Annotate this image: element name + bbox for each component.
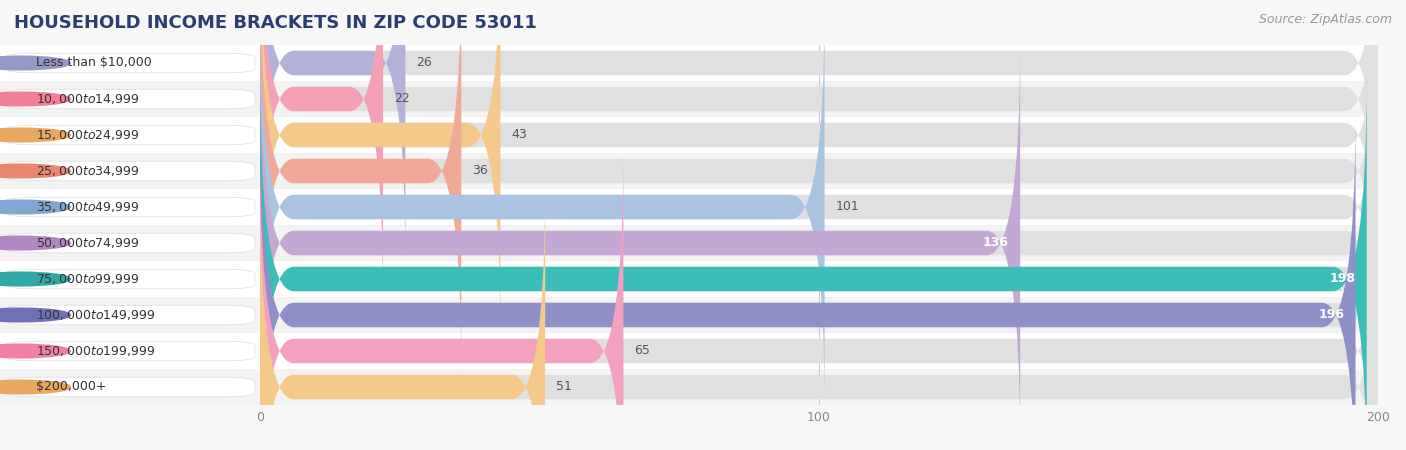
FancyBboxPatch shape xyxy=(260,369,1378,405)
FancyBboxPatch shape xyxy=(0,153,260,189)
FancyBboxPatch shape xyxy=(6,377,254,397)
FancyBboxPatch shape xyxy=(260,261,1378,297)
Text: $150,000 to $199,999: $150,000 to $199,999 xyxy=(37,344,156,358)
FancyBboxPatch shape xyxy=(260,75,1378,450)
FancyBboxPatch shape xyxy=(260,0,382,303)
FancyBboxPatch shape xyxy=(0,297,260,333)
FancyBboxPatch shape xyxy=(260,0,1378,375)
FancyBboxPatch shape xyxy=(260,183,546,450)
Circle shape xyxy=(0,92,70,106)
FancyBboxPatch shape xyxy=(0,225,260,261)
FancyBboxPatch shape xyxy=(6,89,254,109)
FancyBboxPatch shape xyxy=(6,53,254,73)
FancyBboxPatch shape xyxy=(260,0,1378,267)
Circle shape xyxy=(0,344,70,358)
Circle shape xyxy=(0,272,70,286)
Text: 36: 36 xyxy=(472,165,488,177)
Circle shape xyxy=(0,236,70,250)
FancyBboxPatch shape xyxy=(260,153,1378,189)
Circle shape xyxy=(0,128,70,142)
FancyBboxPatch shape xyxy=(260,0,501,339)
Text: 136: 136 xyxy=(983,237,1010,249)
FancyBboxPatch shape xyxy=(260,333,1378,369)
Text: 196: 196 xyxy=(1319,309,1344,321)
Text: 198: 198 xyxy=(1330,273,1355,285)
FancyBboxPatch shape xyxy=(260,3,824,411)
Text: $10,000 to $14,999: $10,000 to $14,999 xyxy=(37,92,141,106)
FancyBboxPatch shape xyxy=(260,147,623,450)
FancyBboxPatch shape xyxy=(0,369,260,405)
FancyBboxPatch shape xyxy=(0,81,260,117)
FancyBboxPatch shape xyxy=(6,125,254,145)
Text: $75,000 to $99,999: $75,000 to $99,999 xyxy=(37,272,141,286)
Text: Less than $10,000: Less than $10,000 xyxy=(37,57,152,69)
Circle shape xyxy=(0,380,70,394)
FancyBboxPatch shape xyxy=(260,111,1378,450)
FancyBboxPatch shape xyxy=(260,183,1378,450)
FancyBboxPatch shape xyxy=(260,75,1367,450)
FancyBboxPatch shape xyxy=(260,225,1378,261)
Text: $100,000 to $149,999: $100,000 to $149,999 xyxy=(37,308,156,322)
FancyBboxPatch shape xyxy=(260,117,1378,153)
Text: 51: 51 xyxy=(557,381,572,393)
Circle shape xyxy=(0,56,70,70)
Text: $15,000 to $24,999: $15,000 to $24,999 xyxy=(37,128,141,142)
FancyBboxPatch shape xyxy=(260,45,1378,81)
Text: 43: 43 xyxy=(512,129,527,141)
Text: 65: 65 xyxy=(634,345,651,357)
Text: 26: 26 xyxy=(416,57,433,69)
FancyBboxPatch shape xyxy=(6,305,254,325)
Circle shape xyxy=(0,164,70,178)
FancyBboxPatch shape xyxy=(6,161,254,181)
Circle shape xyxy=(0,308,70,322)
Text: $25,000 to $34,999: $25,000 to $34,999 xyxy=(37,164,141,178)
FancyBboxPatch shape xyxy=(0,261,260,297)
Circle shape xyxy=(0,200,70,214)
FancyBboxPatch shape xyxy=(260,189,1378,225)
FancyBboxPatch shape xyxy=(260,0,405,267)
FancyBboxPatch shape xyxy=(260,3,1378,411)
Text: $50,000 to $74,999: $50,000 to $74,999 xyxy=(37,236,141,250)
FancyBboxPatch shape xyxy=(0,189,260,225)
FancyBboxPatch shape xyxy=(260,297,1378,333)
Text: 22: 22 xyxy=(394,93,411,105)
FancyBboxPatch shape xyxy=(260,147,1378,450)
Text: HOUSEHOLD INCOME BRACKETS IN ZIP CODE 53011: HOUSEHOLD INCOME BRACKETS IN ZIP CODE 53… xyxy=(14,14,537,32)
FancyBboxPatch shape xyxy=(6,197,254,217)
FancyBboxPatch shape xyxy=(0,45,260,81)
FancyBboxPatch shape xyxy=(6,233,254,253)
FancyBboxPatch shape xyxy=(6,341,254,361)
Text: 101: 101 xyxy=(835,201,859,213)
FancyBboxPatch shape xyxy=(0,117,260,153)
FancyBboxPatch shape xyxy=(260,0,1378,339)
FancyBboxPatch shape xyxy=(260,111,1355,450)
FancyBboxPatch shape xyxy=(260,0,1378,303)
Text: $35,000 to $49,999: $35,000 to $49,999 xyxy=(37,200,141,214)
Text: Source: ZipAtlas.com: Source: ZipAtlas.com xyxy=(1258,14,1392,27)
FancyBboxPatch shape xyxy=(260,81,1378,117)
FancyBboxPatch shape xyxy=(260,0,461,375)
FancyBboxPatch shape xyxy=(260,39,1021,447)
FancyBboxPatch shape xyxy=(6,269,254,289)
FancyBboxPatch shape xyxy=(260,39,1378,447)
FancyBboxPatch shape xyxy=(0,333,260,369)
Text: $200,000+: $200,000+ xyxy=(37,381,107,393)
